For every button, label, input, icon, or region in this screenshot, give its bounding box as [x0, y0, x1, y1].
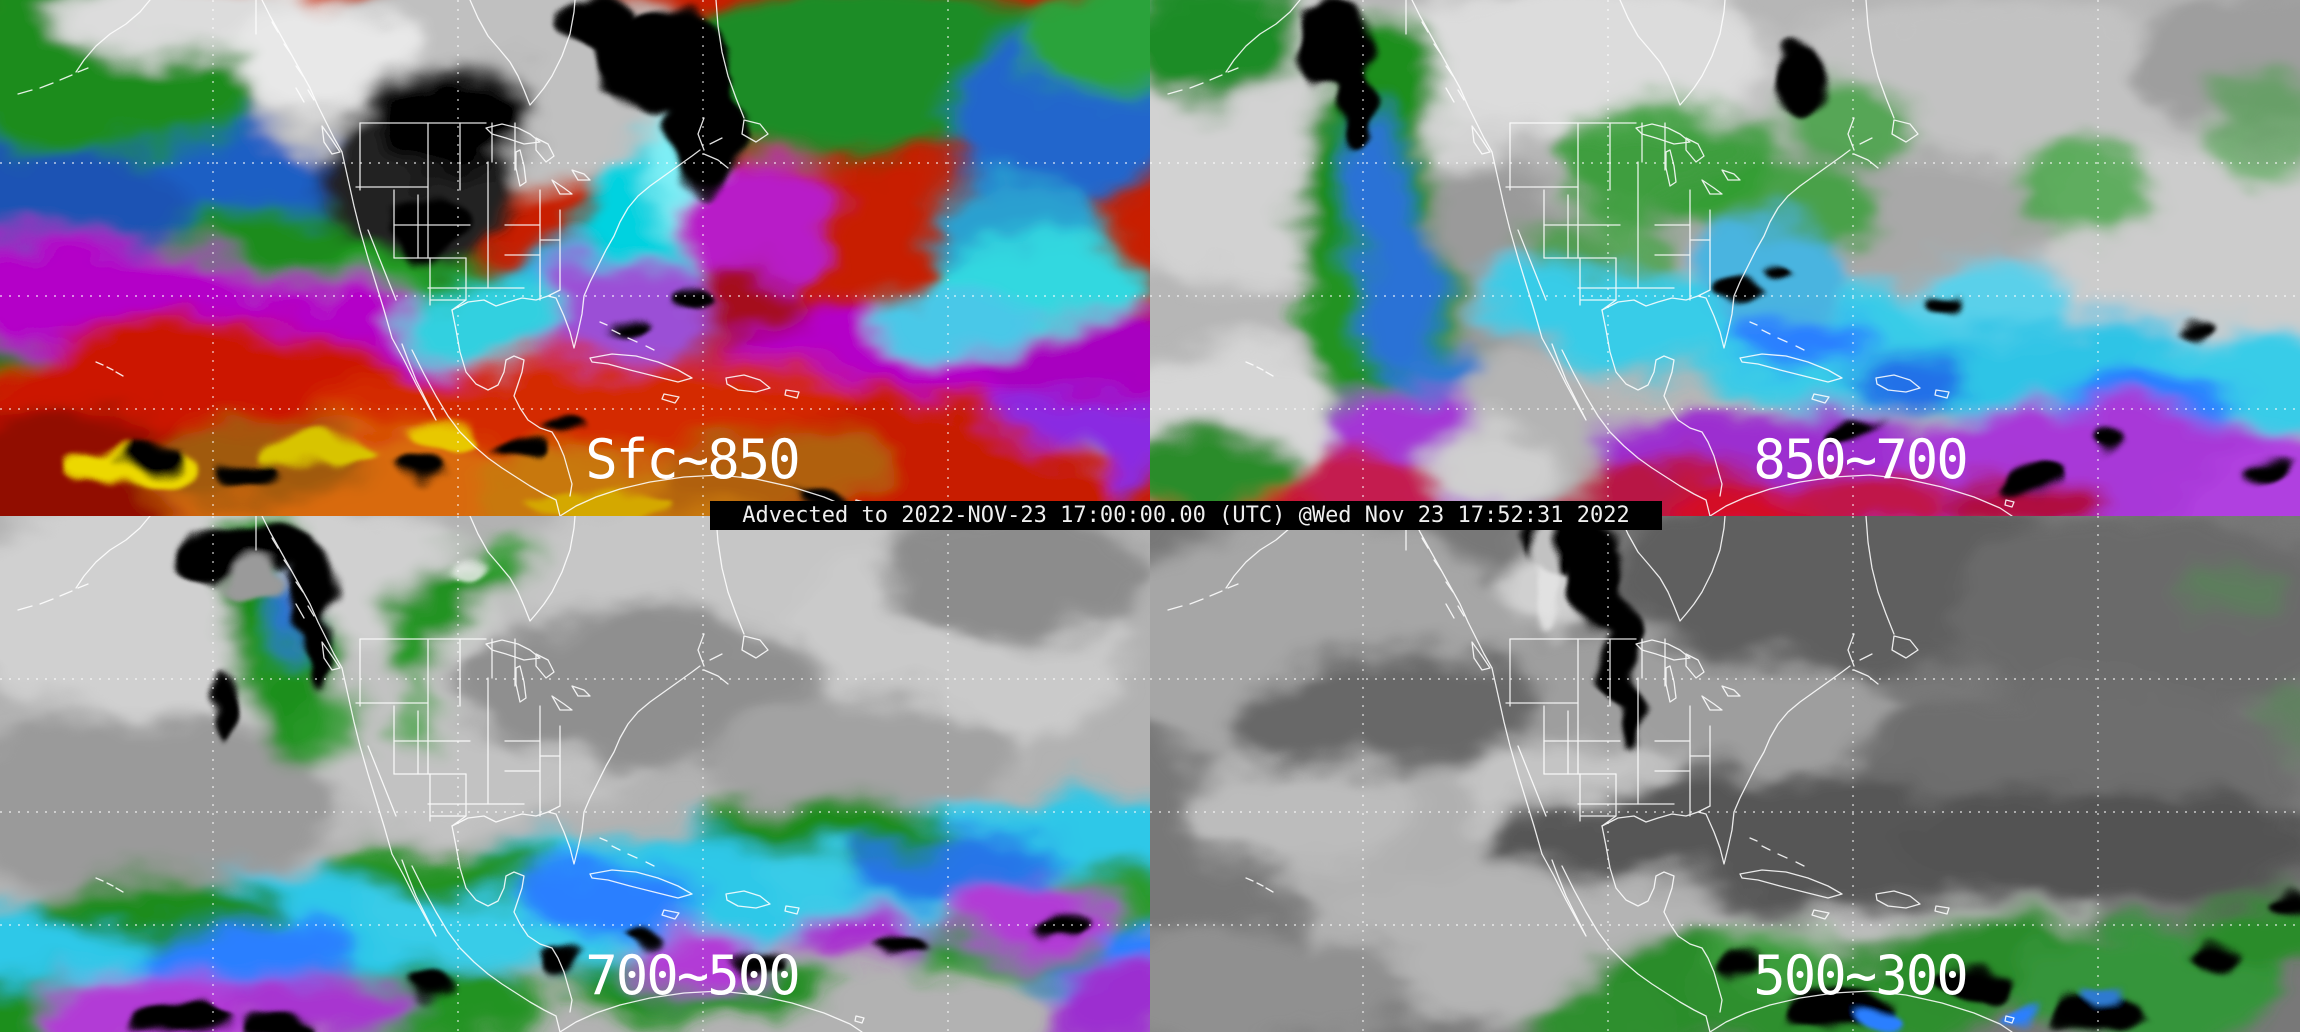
panel-850-700: 850~700 — [1150, 0, 2300, 516]
panel-700-500: 700~500 — [0, 516, 1150, 1032]
moisture-field-sfc-850 — [0, 0, 1150, 516]
layer-label-sfc-850: Sfc~850 — [585, 428, 801, 491]
timestamp-banner: Advected to 2022-NOV-23 17:00:00.00 (UTC… — [710, 501, 1662, 530]
panel-sfc-850: Sfc~850 — [0, 0, 1150, 516]
layer-label-850-700: 850~700 — [1753, 428, 1969, 491]
moisture-field-700-500 — [0, 516, 1150, 1032]
panel-500-300: 500~300 — [1150, 516, 2300, 1032]
layer-label-500-300: 500~300 — [1753, 944, 1969, 1007]
moisture-field-500-300 — [1150, 516, 2300, 1032]
layer-label-700-500: 700~500 — [585, 944, 801, 1007]
moisture-field-850-700 — [1150, 0, 2300, 516]
